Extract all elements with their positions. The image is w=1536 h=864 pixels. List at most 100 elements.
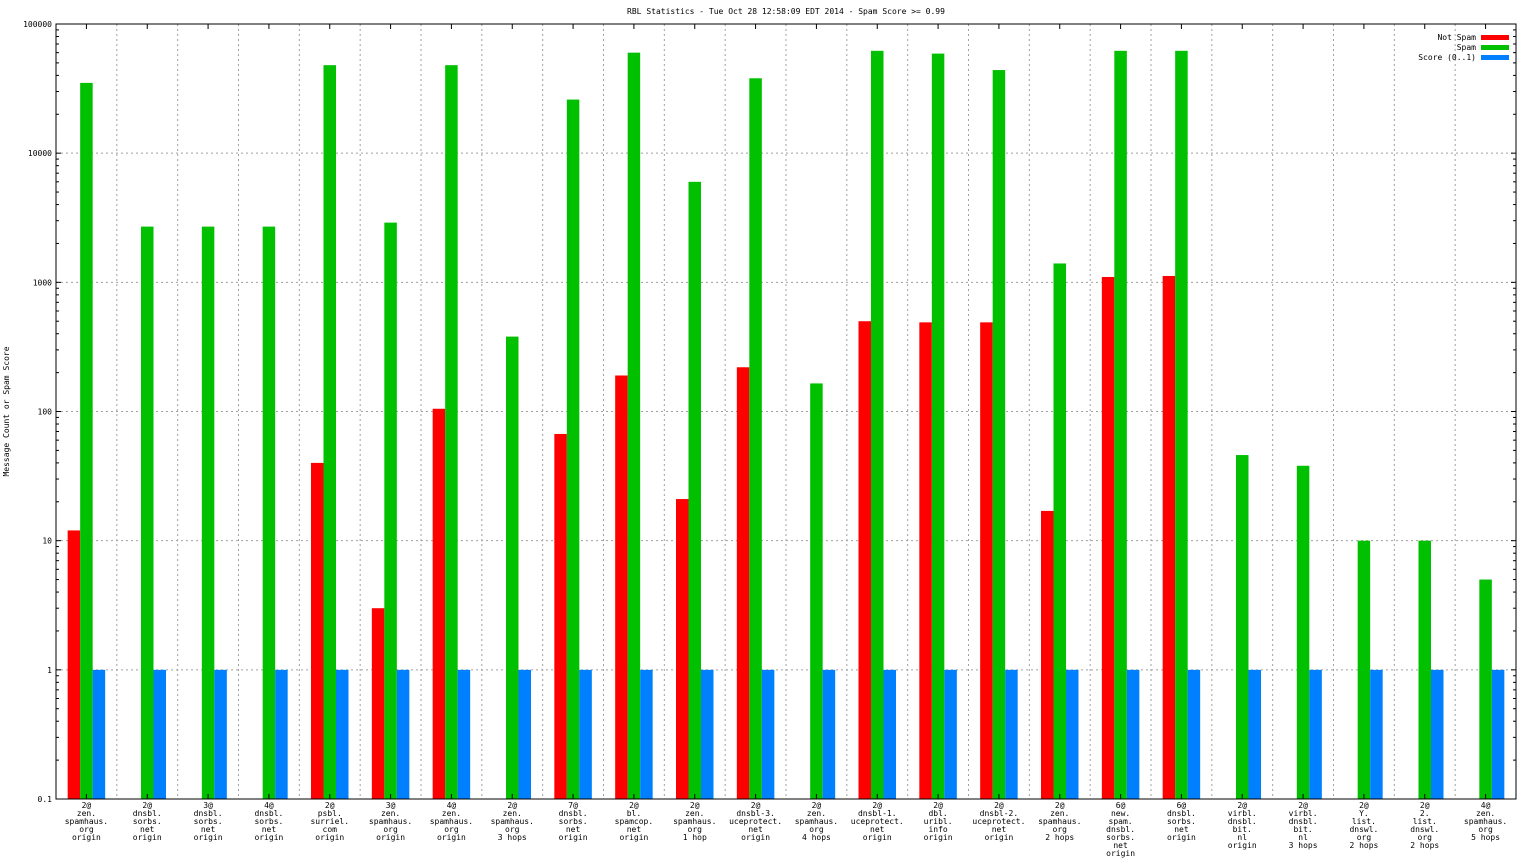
- bar-spam: [1296, 465, 1310, 799]
- x-tick-label-line: 2@: [325, 801, 335, 810]
- bar-score-0-1: [92, 669, 106, 799]
- x-tick-label-line: dnsbl.: [559, 809, 588, 818]
- bar-spam: [1114, 50, 1127, 799]
- x-tick-label-line: origin: [619, 833, 648, 842]
- x-tick-label-line: org: [505, 825, 520, 834]
- x-tick-label-line: 2@: [1359, 801, 1369, 810]
- x-tick-label-line: dnsbl.: [194, 809, 223, 818]
- x-tick-label-line: origin: [1228, 841, 1257, 850]
- legend-label: Score (0..1): [1418, 53, 1476, 62]
- y-tick-label: 1000: [33, 278, 52, 287]
- bar-score-0-1: [761, 669, 775, 799]
- x-tick-label-line: zen.: [442, 809, 461, 818]
- x-tick-label-line: dnsbl.: [1106, 825, 1135, 834]
- bar-spam: [810, 383, 823, 799]
- legend-label: Not Spam: [1437, 33, 1476, 42]
- bar-spam: [749, 78, 762, 799]
- x-tick-label-line: 2.: [1420, 809, 1430, 818]
- x-tick-label-line: spamhaus.: [491, 817, 534, 826]
- bar-score-0-1: [518, 669, 531, 799]
- y-tick-label: 1: [47, 666, 52, 675]
- bar-score-0-1: [1248, 669, 1261, 799]
- x-tick-label-line: Y.: [1359, 809, 1369, 818]
- x-tick-label-line: net: [748, 825, 763, 834]
- x-tick-label-line: origin: [863, 833, 892, 842]
- x-tick-label-line: spamhaus.: [369, 817, 412, 826]
- x-tick-label: 2@ psbl. surriel. com origin: [310, 801, 349, 842]
- x-tick-label: 4@ dnsbl. sorbs. net origin: [254, 801, 283, 842]
- x-tick-label-line: zen.: [807, 809, 826, 818]
- bar-score-0-1: [1491, 669, 1505, 799]
- x-tick-label-line: 2@: [1420, 801, 1430, 810]
- x-tick-label-line: origin: [315, 833, 344, 842]
- bar-score-0-1: [396, 669, 410, 799]
- x-tick-label-line: 2 hops: [1410, 841, 1439, 850]
- bar-score-0-1: [1370, 669, 1383, 799]
- y-tick-label: 100000: [23, 20, 52, 29]
- bar-spam: [1479, 579, 1492, 799]
- bar-not-spam: [1101, 276, 1115, 799]
- x-tick-label-line: org: [1357, 833, 1372, 842]
- x-tick-label-line: org: [1418, 833, 1433, 842]
- x-tick-label-line: net: [566, 825, 581, 834]
- y-axis-ticks: 0.1 1 10 100 1000 10000 100000: [23, 20, 1516, 804]
- bar-not-spam: [371, 608, 385, 799]
- x-tick-label-line: spamhaus.: [65, 817, 108, 826]
- x-tick-label-line: zen.: [685, 809, 704, 818]
- x-tick-label-line: net: [1113, 841, 1128, 850]
- x-tick-label: 2@ dbl. uribl. info origin: [924, 801, 953, 842]
- x-tick-label-line: net: [627, 825, 642, 834]
- x-tick-label-line: 6@: [1177, 801, 1187, 810]
- x-tick-label-line: 2@: [82, 801, 92, 810]
- bar-score-0-1: [1309, 669, 1322, 799]
- x-tick-label-line: 4@: [447, 801, 457, 810]
- x-tick-label-line: org: [79, 825, 94, 834]
- x-tick-label: 2@ 2. list. dnswl. org 2 hops: [1410, 801, 1439, 850]
- y-axis-label: Message Count or Spam Score: [2, 346, 11, 476]
- x-tick-label: 3@ zen. spamhaus. org origin: [369, 801, 412, 842]
- x-tick-label-line: 4@: [1481, 801, 1491, 810]
- x-tick-label-line: zen.: [1476, 809, 1495, 818]
- bar-spam: [688, 181, 701, 799]
- bar-spam: [1418, 540, 1431, 799]
- x-tick-label-line: spamhaus.: [1038, 817, 1081, 826]
- x-tick-label-line: uribl.: [924, 817, 953, 826]
- bar-not-spam: [736, 367, 750, 799]
- bar-spam: [992, 70, 1006, 800]
- bar-score-0-1: [457, 669, 471, 799]
- x-tick-label-line: 2@: [872, 801, 882, 810]
- bar-spam: [201, 226, 215, 800]
- x-tick-label-line: org: [688, 825, 703, 834]
- x-tick-label-line: 2 hops: [1045, 833, 1074, 842]
- bar-not-spam: [676, 499, 689, 799]
- legend-swatch: [1481, 45, 1509, 50]
- bar-score-0-1: [822, 669, 836, 799]
- x-tick-label-line: org: [1053, 825, 1068, 834]
- x-tick-label-line: origin: [984, 833, 1013, 842]
- x-tick-label-line: origin: [72, 833, 101, 842]
- bar-spam: [384, 222, 397, 799]
- x-tick-label-line: com: [323, 825, 338, 834]
- x-tick-label-line: sorbs.: [559, 817, 588, 826]
- x-tick-label-line: dnsbl-1.: [858, 809, 897, 818]
- x-tick-label-line: 2 hops: [1349, 841, 1378, 850]
- x-tick-label-line: nl: [1298, 833, 1308, 842]
- bars: [67, 50, 1505, 800]
- x-tick-label: 2@ dnsbl-1. uceprotect. net origin: [851, 801, 904, 842]
- bar-not-spam: [919, 322, 932, 799]
- x-tick-label-line: 3 hops: [498, 833, 527, 842]
- x-tick-label: 2@ virbl. dnsbl. bit. nl 3 hops: [1289, 801, 1318, 850]
- x-tick-label-line: 3 hops: [1289, 841, 1318, 850]
- x-tick-label: 6@ new. spam. dnsbl. sorbs. net origin: [1106, 801, 1135, 858]
- x-tick-label: 3@ dnsbl. sorbs. net origin: [194, 801, 223, 842]
- bar-score-0-1: [883, 669, 896, 799]
- bar-not-spam: [1162, 275, 1176, 799]
- bar-spam: [566, 99, 580, 800]
- x-tick-label-line: dnsbl.: [254, 809, 283, 818]
- bar-spam: [627, 52, 641, 800]
- x-tick-label-line: origin: [254, 833, 283, 842]
- x-tick-label-line: 2@: [933, 801, 943, 810]
- x-tick-label-line: org: [444, 825, 459, 834]
- x-tick-label: 2@ dnsbl. sorbs. net origin: [133, 801, 162, 842]
